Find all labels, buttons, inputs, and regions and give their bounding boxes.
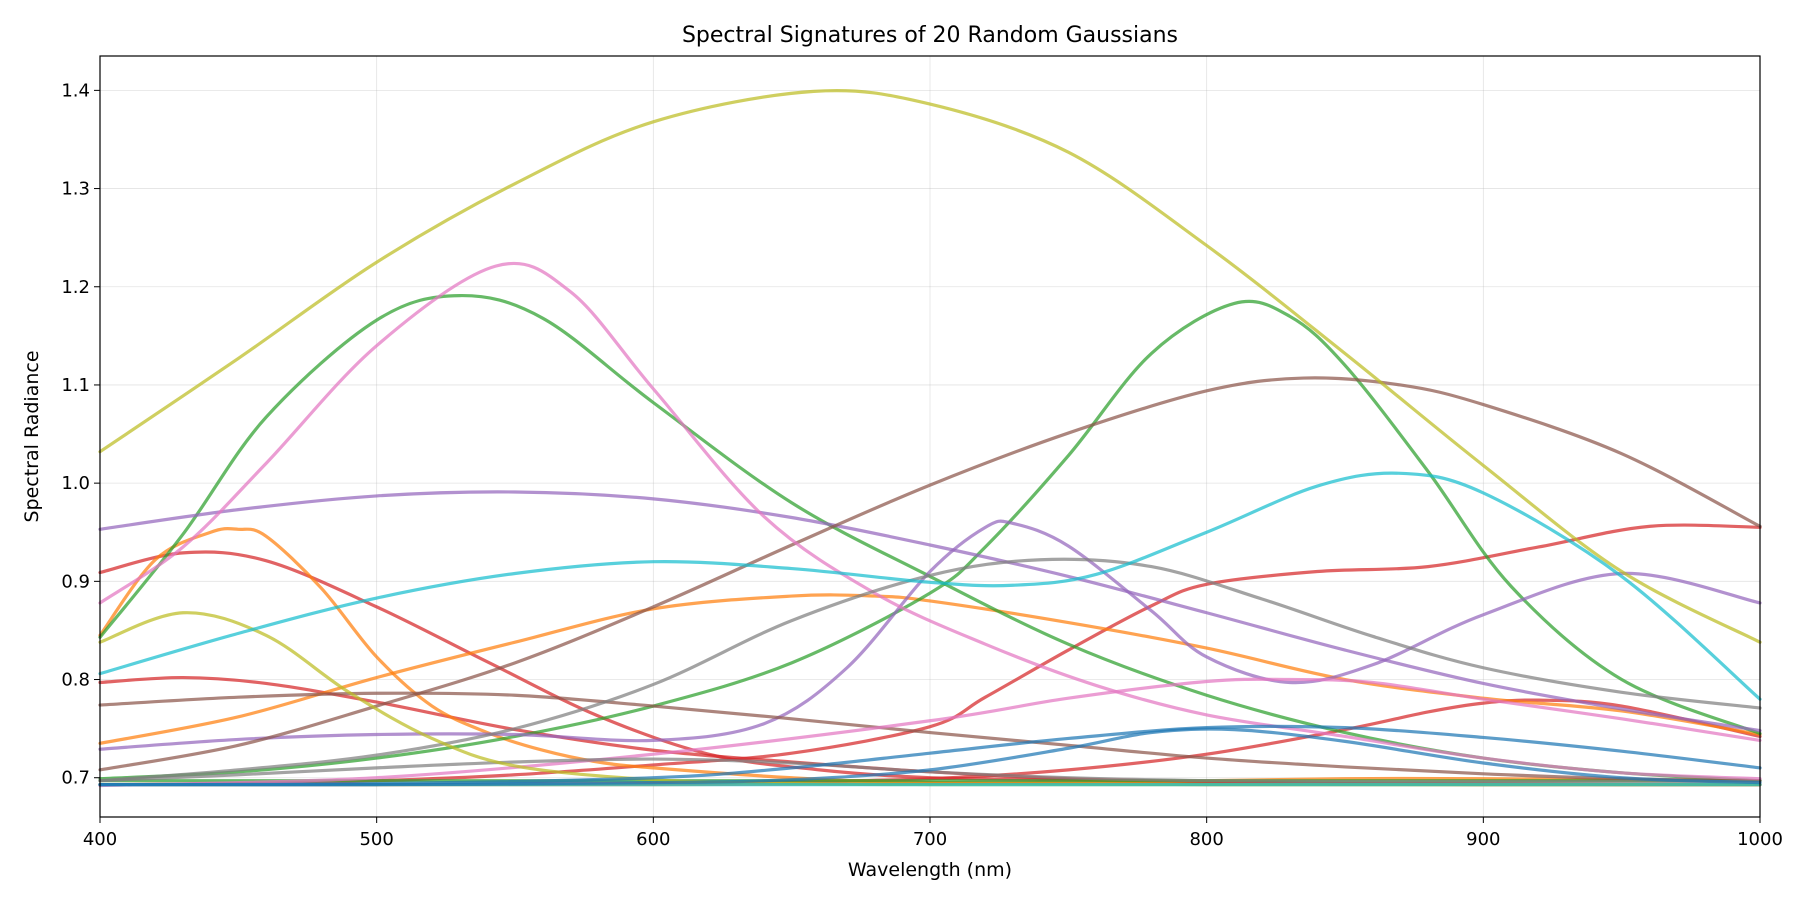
- series-line-18: [98, 757, 1762, 784]
- y-tick-label: 1.4: [61, 80, 90, 101]
- y-tick-label: 0.7: [61, 768, 90, 789]
- x-tick-label: 700: [913, 829, 947, 850]
- series-line-13: [98, 376, 1762, 772]
- series-line-12: [98, 519, 1762, 751]
- x-tick-label: 500: [359, 829, 393, 850]
- series-line-16: [98, 677, 1762, 788]
- series-line-17: [98, 557, 1762, 783]
- y-tick-label: 1.1: [61, 375, 90, 396]
- y-tick-label: 1.2: [61, 277, 90, 298]
- x-tick-label: 800: [1189, 829, 1223, 850]
- series-line-11: [98, 490, 1762, 733]
- series-line-9: [98, 299, 1762, 781]
- x-tick-label: 1000: [1737, 829, 1783, 850]
- y-axis-ticks: 0.7 0.8 0.9 1.0 1.1 1.2 1.3 1.4: [61, 80, 100, 789]
- x-tick-label: 900: [1466, 829, 1500, 850]
- y-tick-label: 0.9: [61, 571, 90, 592]
- x-tick-label: 400: [83, 829, 117, 850]
- chart-title: Spectral Signatures of 20 Random Gaussia…: [682, 23, 1178, 48]
- series-line-21: [98, 471, 1762, 701]
- x-axis-label: Wavelength (nm): [848, 859, 1012, 881]
- series-line-19: [98, 88, 1762, 644]
- x-tick-label: 600: [636, 829, 670, 850]
- series-line-14: [98, 691, 1762, 783]
- y-tick-label: 1.3: [61, 179, 90, 200]
- grid: [99, 56, 1761, 817]
- series-lines: [98, 88, 1762, 788]
- series-line-23: [98, 724, 1762, 787]
- x-axis-ticks: 400 500 600 700 800 900 1000: [83, 817, 1783, 850]
- series-line-15: [98, 261, 1762, 781]
- series-line-24: [98, 727, 1762, 787]
- y-tick-label: 1.0: [61, 473, 90, 494]
- y-tick-label: 0.8: [61, 670, 90, 691]
- y-axis-label: Spectral Radiance: [21, 350, 43, 522]
